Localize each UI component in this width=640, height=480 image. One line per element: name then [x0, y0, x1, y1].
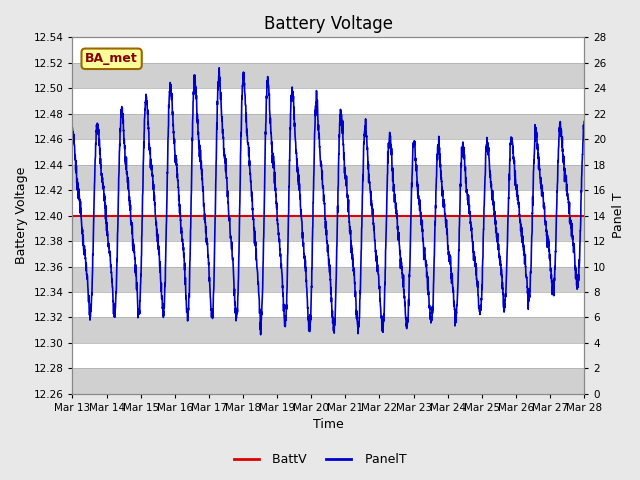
Y-axis label: Battery Voltage: Battery Voltage	[15, 167, 28, 264]
Bar	[72, 241, 584, 266]
Bar	[72, 190, 584, 216]
Bar	[72, 63, 584, 88]
Text: BA_met: BA_met	[85, 52, 138, 65]
Bar	[72, 368, 584, 394]
Bar	[72, 37, 584, 63]
Bar	[72, 343, 584, 368]
Title: Battery Voltage: Battery Voltage	[264, 15, 393, 33]
Bar	[72, 292, 584, 317]
Y-axis label: Panel T: Panel T	[612, 193, 625, 239]
Bar	[72, 317, 584, 343]
Legend:  BattV,  PanelT: BattV, PanelT	[228, 448, 412, 471]
Bar	[72, 216, 584, 241]
Bar	[72, 88, 584, 114]
Bar	[72, 165, 584, 190]
X-axis label: Time: Time	[313, 419, 344, 432]
Bar	[72, 114, 584, 139]
Bar	[72, 266, 584, 292]
Bar	[72, 139, 584, 165]
